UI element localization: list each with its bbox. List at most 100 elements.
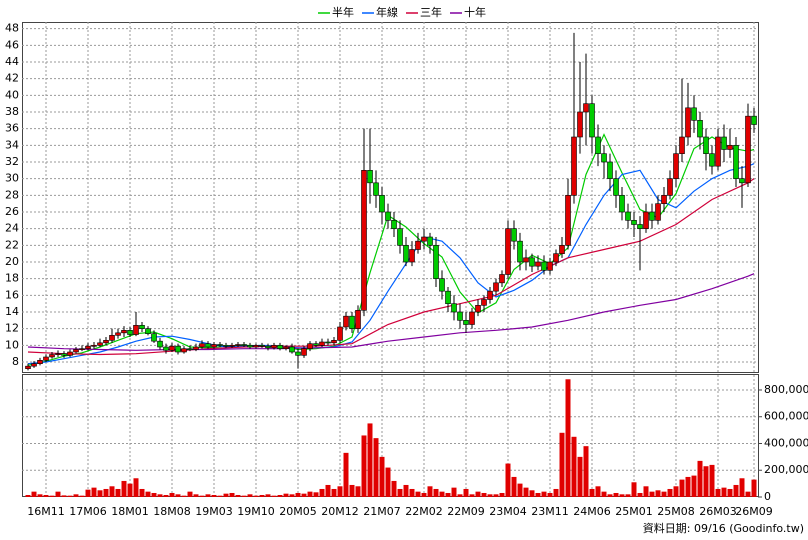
x-tick-label: 23M11 [531, 505, 569, 518]
volume-bar [49, 495, 55, 497]
candle-body [547, 261, 553, 271]
volume-bar [679, 479, 685, 497]
volume-bar [469, 494, 475, 497]
y-tick-label: 46 [5, 38, 19, 51]
candle-body [439, 278, 445, 292]
volume-bar [97, 490, 103, 497]
y-tick-label: 16 [5, 288, 19, 301]
y-tick-label: 34 [5, 138, 19, 151]
volume-bar [391, 480, 397, 497]
volume-bar [193, 494, 199, 497]
candle-body [487, 290, 493, 300]
candle-body [703, 136, 709, 154]
candle-body [409, 249, 415, 263]
candle-body [667, 178, 673, 196]
x-tick-label: 25M01 [615, 505, 653, 518]
x-tick-label: 20M12 [321, 505, 359, 518]
volume-bar [751, 479, 757, 497]
candle-body [481, 299, 487, 306]
y-tick-label: 12 [5, 322, 19, 335]
volume-bar [145, 491, 151, 497]
volume-bar [445, 492, 451, 497]
candle-body [631, 220, 637, 225]
volume-bar [547, 492, 553, 497]
candle-body [421, 236, 427, 242]
volume-bar [271, 495, 277, 497]
volume-bar [319, 488, 325, 497]
candle-body [157, 340, 163, 348]
volume-bar [619, 494, 625, 497]
candle-body [469, 311, 475, 325]
volume-bar [601, 491, 607, 497]
volume-bar [649, 491, 655, 497]
candle-body [727, 145, 733, 150]
candle-body [553, 253, 559, 263]
x-tick-label: 22M09 [447, 505, 485, 518]
volume-bar [685, 476, 691, 497]
candle-body [529, 257, 535, 267]
volume-bar [307, 491, 313, 497]
candle-body [67, 351, 73, 356]
candle-body [121, 330, 127, 334]
x-tick-label: 24M06 [573, 505, 611, 518]
volume-bar [439, 491, 445, 497]
x-tick-label: 23M04 [489, 505, 527, 518]
volume-bar [589, 488, 595, 497]
y2-tick-label: 800,000 [764, 383, 808, 396]
volume-bar [433, 488, 439, 497]
volume-bar [139, 488, 145, 497]
volume-bar [625, 494, 631, 497]
volume-bar [487, 494, 493, 497]
volume-bar [637, 492, 643, 497]
volume-bar [115, 488, 121, 497]
candle-body [73, 349, 79, 353]
volume-bar [325, 484, 331, 497]
y-tick-label: 30 [5, 172, 19, 185]
volume-bar [415, 491, 421, 497]
candle-body [97, 342, 103, 346]
candle-body [493, 282, 499, 292]
candle-body [145, 328, 151, 334]
y-tick-label: 22 [5, 238, 19, 251]
candle-body [355, 310, 361, 329]
volume-bar [265, 494, 271, 497]
candle-body [313, 343, 319, 346]
volume-bar [259, 494, 265, 497]
candle-body [403, 245, 409, 263]
volume-bar [397, 488, 403, 497]
y2-tick-label: 0 [764, 490, 771, 503]
volume-bar [91, 487, 97, 497]
y-tick-label: 44 [5, 55, 19, 68]
volume-bar [409, 488, 415, 497]
y-tick-label: 32 [5, 155, 19, 168]
y-tick-label: 40 [5, 88, 19, 101]
candle-body [133, 325, 139, 335]
volume-bar [463, 488, 469, 497]
candle-body [385, 211, 391, 221]
candle-body [109, 335, 115, 341]
candle-body [199, 343, 205, 348]
volume-bar [475, 491, 481, 497]
candle-body [223, 345, 229, 347]
ma-line [27, 133, 755, 366]
volume-bar [541, 491, 547, 497]
candle-body [571, 136, 577, 196]
candle-body [745, 115, 751, 184]
y-tick-label: 48 [5, 22, 19, 35]
volume-bar [523, 487, 529, 497]
candle-body [337, 326, 343, 341]
legend-label: 三年 [420, 5, 442, 19]
price-panel [22, 22, 759, 373]
volume-bar [481, 492, 487, 497]
y-tick-label: 42 [5, 72, 19, 85]
candle-body [229, 345, 235, 347]
volume-bar [457, 494, 463, 497]
volume-bar [505, 463, 511, 497]
candle-body [625, 211, 631, 221]
y-tick-label: 24 [5, 222, 19, 235]
volume-bar [643, 486, 649, 497]
volume-bar [667, 488, 673, 497]
volume-bar [181, 495, 187, 497]
candle-body [601, 153, 607, 163]
volume-bar [235, 494, 241, 497]
